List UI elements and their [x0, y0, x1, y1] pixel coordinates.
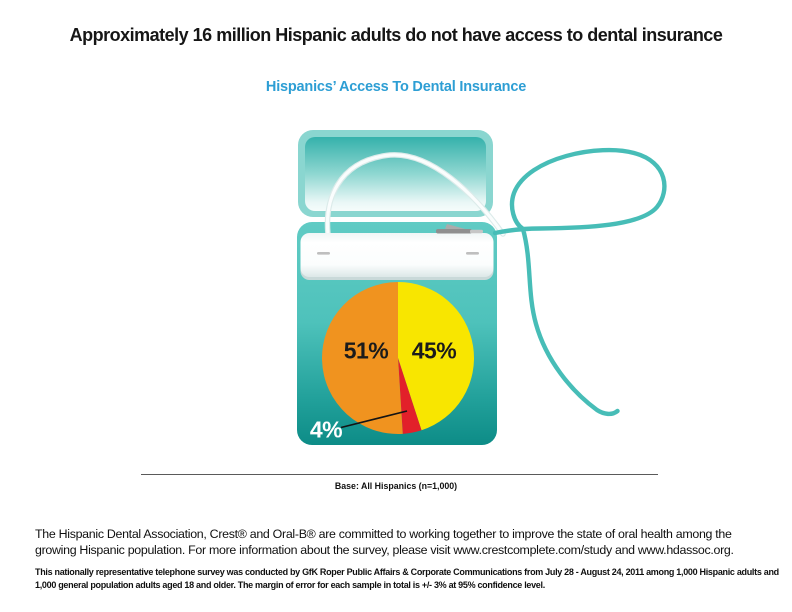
floss-cutter-icon	[436, 224, 483, 234]
floss-label-bar	[300, 233, 494, 280]
label-dash-right	[466, 252, 479, 255]
pie-slice	[398, 358, 422, 434]
divider-line	[141, 474, 658, 475]
base-note: Base: All Hispanics (n=1,000)	[334, 481, 458, 491]
floss-lid-inner	[305, 137, 486, 211]
floss-lid	[298, 130, 493, 217]
pie-chart	[321, 281, 475, 434]
pie-label-51: 51%	[343, 337, 389, 364]
pie-slice	[398, 282, 475, 431]
chart-title: Hispanics’ Access To Dental Insurance	[265, 79, 527, 95]
label-dash-left	[317, 252, 330, 255]
footer-about: The Hispanic Dental Association, Crest® …	[35, 527, 734, 558]
pie-leader-line	[340, 410, 408, 429]
footer-methodology: This nationally representative telephone…	[35, 567, 779, 590]
pie-slice	[321, 281, 403, 434]
floss-thread-teal-icon	[492, 147, 667, 417]
page-title: Approximately 16 million Hispanic adults…	[69, 25, 723, 45]
pie-label-45: 45%	[411, 337, 457, 364]
pie-label-4: 4%	[309, 416, 343, 443]
floss-thread-white-icon	[324, 152, 506, 245]
floss-label-face	[300, 233, 494, 277]
